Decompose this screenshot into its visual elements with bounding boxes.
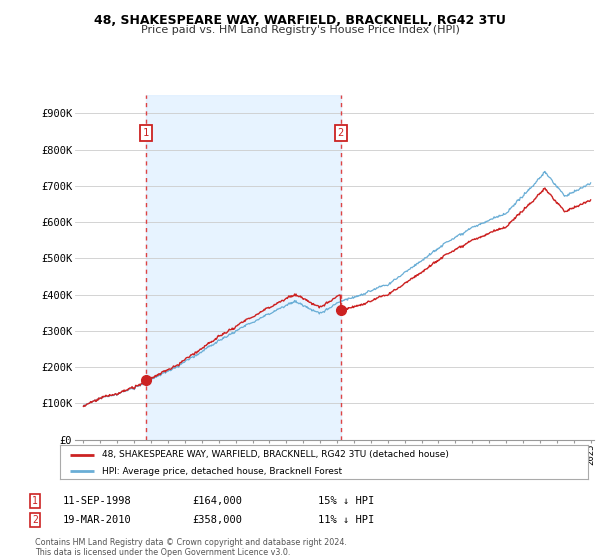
Text: 1: 1 <box>32 496 38 506</box>
Text: 11% ↓ HPI: 11% ↓ HPI <box>318 515 374 525</box>
Text: 11-SEP-1998: 11-SEP-1998 <box>63 496 132 506</box>
Text: 15% ↓ HPI: 15% ↓ HPI <box>318 496 374 506</box>
Text: 48, SHAKESPEARE WAY, WARFIELD, BRACKNELL, RG42 3TU: 48, SHAKESPEARE WAY, WARFIELD, BRACKNELL… <box>94 14 506 27</box>
Text: 19-MAR-2010: 19-MAR-2010 <box>63 515 132 525</box>
Text: 2: 2 <box>338 128 344 138</box>
Text: Contains HM Land Registry data © Crown copyright and database right 2024.
This d: Contains HM Land Registry data © Crown c… <box>35 538 347 557</box>
Text: £358,000: £358,000 <box>192 515 242 525</box>
Bar <box>146 95 341 440</box>
Text: 2: 2 <box>32 515 38 525</box>
Text: 1: 1 <box>143 128 149 138</box>
Text: HPI: Average price, detached house, Bracknell Forest: HPI: Average price, detached house, Brac… <box>102 467 343 476</box>
Text: £164,000: £164,000 <box>192 496 242 506</box>
Text: 48, SHAKESPEARE WAY, WARFIELD, BRACKNELL, RG42 3TU (detached house): 48, SHAKESPEARE WAY, WARFIELD, BRACKNELL… <box>102 450 449 459</box>
Text: Price paid vs. HM Land Registry's House Price Index (HPI): Price paid vs. HM Land Registry's House … <box>140 25 460 35</box>
